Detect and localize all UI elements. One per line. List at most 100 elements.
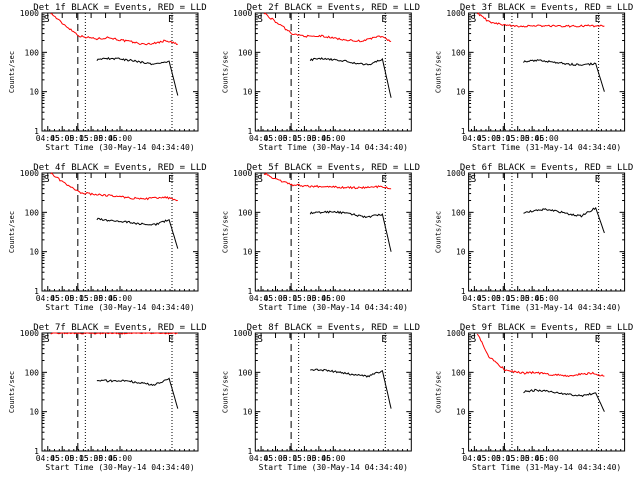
x-tick-label: 05:45: [307, 134, 331, 143]
x-axis-label: Start Time (30-May-14 04:34:40): [45, 463, 194, 472]
y-tick-label: 100: [25, 208, 40, 217]
y-tick-label: 10: [456, 248, 466, 257]
lld-rate-line: [50, 172, 178, 202]
x-tick-label: 06:00: [108, 134, 132, 143]
x-tick-label: 05:00: [477, 454, 501, 463]
y-axis-label: Counts/sec: [8, 51, 16, 93]
x-tick-label: 04:45: [249, 294, 273, 303]
x-tick-label: 05:45: [94, 294, 118, 303]
end-marker: E: [595, 334, 601, 345]
event-rate-line: [523, 388, 605, 412]
x-tick-label: 05:15: [65, 294, 89, 303]
y-tick-label: 1: [34, 447, 39, 456]
y-tick-label: 100: [451, 48, 466, 57]
panel-title: Det 6f BLACK = Events, RED = LLD: [460, 163, 633, 173]
y-tick-label: 10: [243, 88, 253, 97]
event-rate-line: [96, 217, 179, 249]
event-rate-line: [523, 206, 605, 234]
x-tick-label: 06:00: [535, 294, 559, 303]
x-tick-label: 04:45: [249, 134, 273, 143]
x-axis-label: Start Time (30-May-14 04:34:40): [259, 143, 408, 152]
end-marker: E: [381, 14, 387, 25]
x-tick-label: 04:45: [462, 294, 486, 303]
x-tick-label: 04:45: [36, 294, 60, 303]
x-tick-label: 05:30: [292, 454, 316, 463]
y-tick-label: 1000: [20, 9, 39, 18]
y-axis-label: Counts/sec: [8, 371, 16, 413]
start-marker: S: [257, 334, 263, 345]
plot-frame: [41, 172, 199, 292]
x-axis-label: Start Time (30-May-14 04:34:40): [45, 143, 194, 152]
y-tick-label: 1000: [20, 169, 39, 178]
x-tick-label: 05:30: [79, 294, 103, 303]
x-axis-label: Start Time (30-May-14 04:34:40): [259, 463, 408, 472]
x-tick-label: 05:15: [65, 454, 89, 463]
end-marker: E: [595, 174, 601, 185]
x-tick-label: 04:45: [36, 134, 60, 143]
x-tick-label: 05:30: [506, 294, 530, 303]
x-axis-label: Start Time (31-May-14 04:34:40): [472, 463, 621, 472]
x-tick-label: 06:00: [321, 454, 345, 463]
plot-frame: [468, 332, 626, 452]
lld-rate-line: [476, 12, 605, 28]
end-marker: E: [381, 334, 387, 345]
y-axis-label: Counts/sec: [221, 371, 229, 413]
panel-7: Det 7f BLACK = Events, RED = LLD 1 10 100 10…: [8, 323, 207, 472]
lld-rate-line: [476, 333, 605, 378]
panel-title: Det 5f BLACK = Events, RED = LLD: [247, 163, 420, 173]
event-rate-line: [96, 56, 179, 96]
x-tick-label: 05:00: [263, 134, 287, 143]
panel-8: Det 8f BLACK = Events, RED = LLD 1 10 100 10…: [221, 323, 420, 472]
panel-title: Det 1f BLACK = Events, RED = LLD: [33, 3, 206, 13]
start-marker: S: [257, 174, 263, 185]
x-tick-label: 05:15: [491, 294, 515, 303]
panel-2: Det 2f BLACK = Events, RED = LLD 1 10 100 10…: [221, 3, 420, 152]
start-marker: S: [257, 14, 263, 25]
panel-5: Det 5f BLACK = Events, RED = LLD 1 10 100 10…: [221, 163, 420, 312]
y-tick-label: 100: [25, 48, 40, 57]
y-axis-label: Counts/sec: [435, 211, 443, 253]
x-tick-label: 05:00: [50, 294, 74, 303]
y-tick-label: 10: [29, 408, 39, 417]
end-marker: E: [595, 14, 601, 25]
y-tick-label: 1: [247, 447, 252, 456]
x-tick-label: 06:00: [321, 134, 345, 143]
x-tick-label: 04:45: [36, 454, 60, 463]
panel-4: Det 4f BLACK = Events, RED = LLD 1 10 100 10…: [8, 163, 207, 312]
y-tick-label: 1: [461, 447, 466, 456]
x-axis-label: Start Time (31-May-14 04:34:40): [472, 303, 621, 312]
y-tick-label: 10: [243, 248, 253, 257]
x-axis-label: Start Time (31-May-14 04:34:40): [472, 143, 621, 152]
x-tick-label: 05:15: [491, 134, 515, 143]
y-axis-label: Counts/sec: [221, 51, 229, 93]
end-marker: E: [168, 334, 174, 345]
x-tick-label: 05:45: [94, 134, 118, 143]
x-tick-label: 05:30: [79, 454, 103, 463]
x-tick-label: 05:00: [50, 454, 74, 463]
x-tick-label: 05:45: [520, 454, 544, 463]
plot-frame: [41, 12, 199, 132]
end-marker: E: [168, 14, 174, 25]
x-axis-label: Start Time (30-May-14 04:34:40): [259, 303, 408, 312]
lld-rate-line: [50, 12, 178, 46]
y-tick-label: 10: [243, 408, 253, 417]
y-tick-label: 1000: [446, 169, 465, 178]
event-rate-line: [309, 368, 392, 409]
y-tick-label: 10: [29, 88, 39, 97]
panel-6: Det 6f BLACK = Events, RED = LLD 1 10 100 10…: [435, 163, 634, 312]
y-tick-label: 10: [456, 88, 466, 97]
x-tick-label: 05:45: [520, 134, 544, 143]
y-tick-label: 100: [451, 208, 466, 217]
panel-title: Det 7f BLACK = Events, RED = LLD: [33, 323, 206, 333]
panel-title: Det 4f BLACK = Events, RED = LLD: [33, 163, 206, 173]
x-tick-label: 04:45: [462, 454, 486, 463]
y-tick-label: 1000: [446, 329, 465, 338]
event-rate-line: [96, 377, 179, 409]
y-axis-label: Counts/sec: [221, 211, 229, 253]
x-tick-label: 04:45: [249, 454, 273, 463]
x-tick-label: 05:00: [477, 134, 501, 143]
x-tick-label: 05:15: [278, 454, 302, 463]
x-tick-label: 05:45: [94, 454, 118, 463]
y-tick-label: 100: [238, 368, 253, 377]
plot-frame: [254, 332, 412, 452]
